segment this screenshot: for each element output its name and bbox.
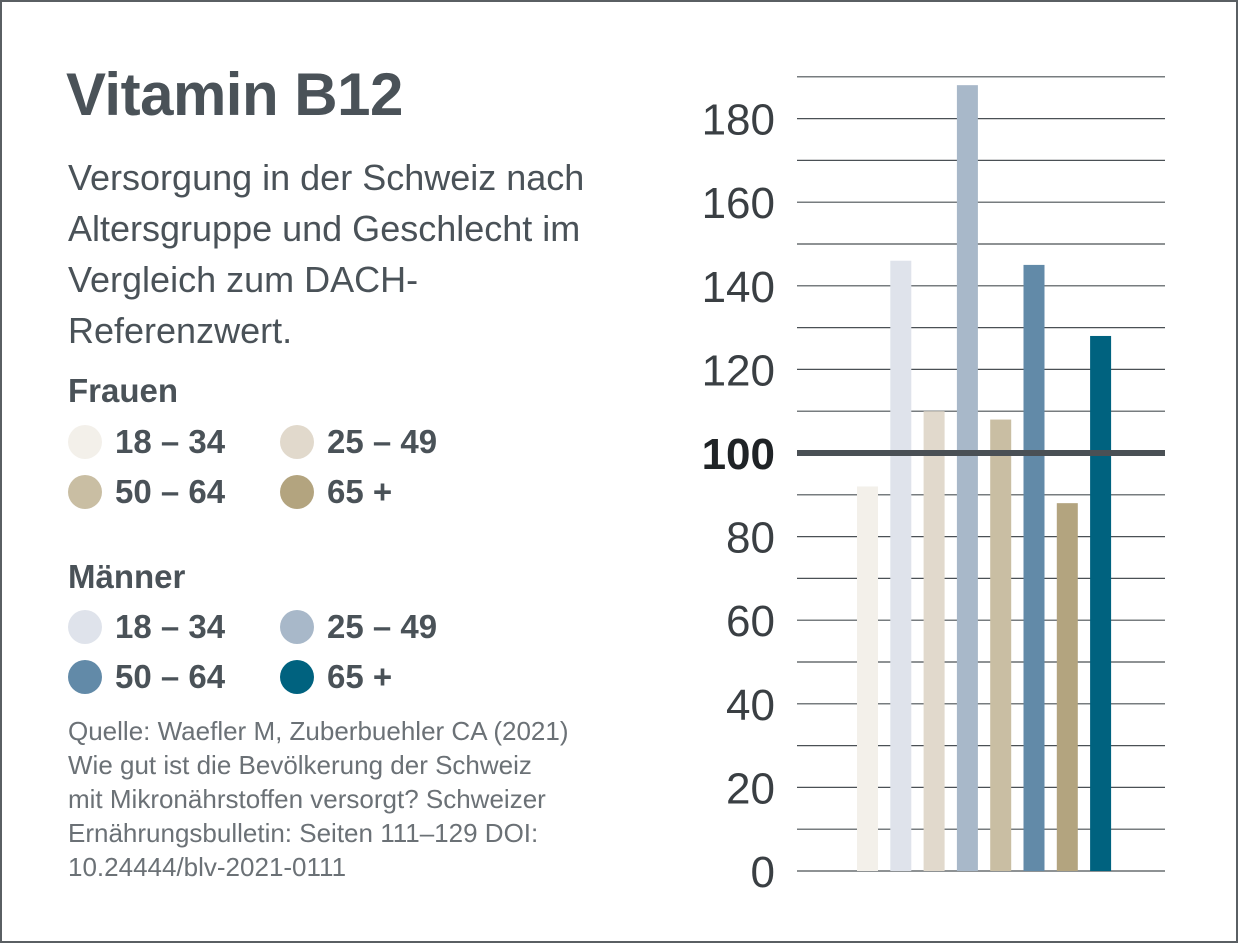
legend-item-maenner-25-49: 25 – 49 <box>280 607 437 647</box>
source-line: Quelle: Waefler M, Zuberbuehler CA (2021… <box>68 716 569 746</box>
legend-item-maenner-65-plus: 65 + <box>280 657 392 697</box>
legend-label: 25 – 49 <box>327 423 438 460</box>
legend-label: 50 – 64 <box>115 473 226 510</box>
legend-item-frauen-65-plus: 65 + <box>280 472 392 512</box>
bar <box>857 486 878 871</box>
source-line: 10.24444/blv-2021-0111 <box>68 852 347 882</box>
source-citation: Quelle: Waefler M, Zuberbuehler CA (2021… <box>68 714 628 884</box>
bar <box>956 85 978 871</box>
legend-swatch <box>280 610 314 644</box>
bar <box>1056 503 1078 871</box>
legend-item-frauen-18-34: 18 – 34 <box>68 422 225 462</box>
bar <box>1090 335 1112 872</box>
legend-label: 18 – 34 <box>115 423 226 460</box>
y-tick-label: 140 <box>702 263 775 312</box>
y-tick-label: 0 <box>751 848 775 897</box>
legend-swatch <box>280 660 314 694</box>
y-tick-label: 20 <box>726 764 775 813</box>
source-line: Wie gut ist die Bevölkerung der Schweiz <box>68 750 532 780</box>
legend-label: 65 + <box>327 473 393 510</box>
legend-item-maenner-50-64: 50 – 64 <box>68 657 225 697</box>
y-tick-label: 60 <box>726 597 775 646</box>
legend-swatch <box>280 475 314 509</box>
legend-label: 50 – 64 <box>115 658 226 695</box>
chart-subtitle: Versorgung in der Schweiz nach Altersgru… <box>68 157 585 351</box>
bar <box>990 419 1012 871</box>
y-tick-label: 180 <box>702 96 775 145</box>
y-tick-label: 100 <box>702 430 775 479</box>
legend-group-frauen: Frauen <box>68 372 179 409</box>
legend-label: 25 – 49 <box>327 608 438 645</box>
legend-label: 65 + <box>327 658 393 695</box>
y-tick-label: 80 <box>726 514 775 563</box>
chart-title: Vitamin B12 <box>66 61 403 128</box>
source-line: Ernährungsbulletin: Seiten 111–129 DOI: <box>68 818 539 848</box>
legend-label: 18 – 34 <box>115 608 226 645</box>
y-tick-label: 120 <box>702 346 775 395</box>
legend-group-maenner: Männer <box>68 558 186 595</box>
legend-swatch <box>68 425 102 459</box>
legend-swatch <box>68 610 102 644</box>
legend-item-maenner-18-34: 18 – 34 <box>68 607 225 647</box>
legend-swatch <box>280 425 314 459</box>
legend-swatch <box>68 475 102 509</box>
bar <box>1023 264 1045 871</box>
y-tick-label: 160 <box>702 179 775 228</box>
y-tick-label: 40 <box>726 681 775 730</box>
source-line: mit Mikronährstoffen versorgt? Schweizer <box>68 784 546 814</box>
bar <box>923 411 945 871</box>
bar <box>890 260 912 872</box>
legend-item-frauen-50-64: 50 – 64 <box>68 472 225 512</box>
bar-chart: 0 20 40 60 80 100 120 140 160 180 <box>702 76 1165 897</box>
legend-item-frauen-25-49: 25 – 49 <box>280 422 437 462</box>
legend-swatch <box>68 660 102 694</box>
